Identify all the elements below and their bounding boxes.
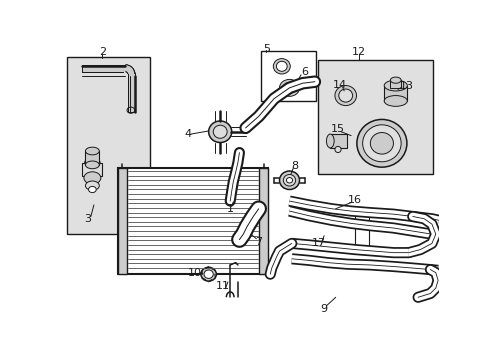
Ellipse shape — [334, 86, 356, 105]
Ellipse shape — [208, 121, 231, 143]
Text: 1: 1 — [226, 204, 233, 214]
Text: 6: 6 — [301, 67, 308, 77]
Ellipse shape — [362, 125, 400, 162]
Wedge shape — [125, 65, 135, 74]
Text: 2: 2 — [99, 47, 106, 57]
Bar — [329, 134, 346, 148]
Text: 3: 3 — [84, 214, 91, 224]
Ellipse shape — [334, 147, 341, 153]
Text: 16: 16 — [347, 195, 361, 205]
Bar — [258, 168, 267, 274]
Text: 8: 8 — [291, 161, 298, 171]
Text: 11: 11 — [215, 281, 229, 291]
Text: 4: 4 — [184, 129, 191, 139]
Bar — [261, 51, 316, 101]
Ellipse shape — [84, 158, 100, 167]
Ellipse shape — [85, 161, 99, 169]
Ellipse shape — [203, 270, 213, 278]
Bar — [317, 60, 432, 174]
Bar — [118, 168, 127, 274]
Ellipse shape — [84, 172, 101, 184]
Ellipse shape — [213, 125, 226, 138]
Text: 5: 5 — [263, 44, 269, 54]
Text: 7: 7 — [255, 237, 262, 247]
Ellipse shape — [85, 181, 99, 190]
Ellipse shape — [283, 82, 295, 93]
Ellipse shape — [286, 177, 292, 183]
Bar — [384, 86, 407, 101]
Ellipse shape — [356, 120, 406, 167]
Ellipse shape — [201, 267, 216, 281]
Text: 10: 10 — [187, 267, 202, 278]
Bar — [127, 74, 135, 112]
Ellipse shape — [279, 80, 299, 96]
Text: 15: 15 — [330, 125, 345, 134]
Bar — [118, 168, 267, 274]
Ellipse shape — [85, 147, 99, 155]
Bar — [389, 80, 400, 88]
Ellipse shape — [276, 61, 286, 71]
Bar — [67, 57, 150, 234]
Bar — [82, 163, 102, 176]
Ellipse shape — [273, 59, 290, 74]
Ellipse shape — [88, 186, 96, 193]
Ellipse shape — [279, 171, 299, 189]
Ellipse shape — [384, 95, 407, 106]
Text: 14: 14 — [332, 80, 346, 90]
Ellipse shape — [283, 175, 295, 186]
Text: 9: 9 — [320, 304, 327, 314]
Bar — [81, 65, 125, 72]
Ellipse shape — [384, 80, 407, 91]
Ellipse shape — [369, 132, 393, 154]
Text: 17: 17 — [311, 238, 325, 248]
Ellipse shape — [326, 134, 333, 148]
Text: 12: 12 — [351, 47, 365, 57]
Text: 13: 13 — [399, 81, 413, 91]
Ellipse shape — [127, 107, 135, 113]
Ellipse shape — [338, 89, 352, 102]
Bar — [354, 211, 368, 253]
Bar — [85, 151, 99, 165]
Ellipse shape — [389, 77, 400, 83]
